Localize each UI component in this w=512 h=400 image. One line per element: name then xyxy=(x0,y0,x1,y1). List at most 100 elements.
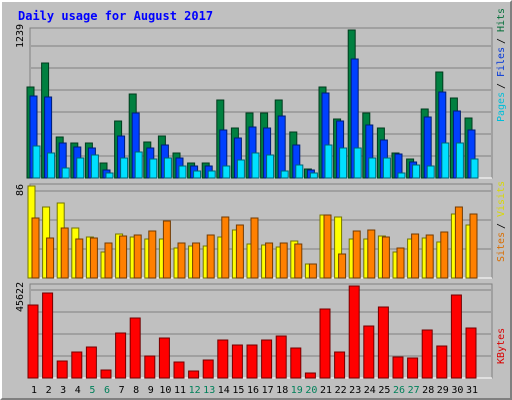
sites-bar-day-7 xyxy=(119,235,128,279)
kbytes-bar-day-29 xyxy=(436,345,448,379)
legend-visits: Visits xyxy=(496,181,507,217)
sites-bar-day-3 xyxy=(60,227,69,279)
legend-sites: Sites xyxy=(496,232,507,262)
day-label: 12 xyxy=(189,385,201,396)
pages-bar-day-9 xyxy=(149,158,158,179)
pages-bar-day-7 xyxy=(120,157,129,179)
panel3-legend: KBytes xyxy=(496,328,507,364)
kbytes-bar-day-10 xyxy=(158,337,170,379)
kbytes-bar-day-1 xyxy=(27,304,39,379)
day-label: 20 xyxy=(305,385,317,396)
sites-bar-day-8 xyxy=(133,234,142,279)
day-label: 19 xyxy=(291,385,303,396)
sites-bar-day-4 xyxy=(75,238,84,279)
pages-bar-day-17 xyxy=(266,154,275,179)
legend-separator: / xyxy=(496,38,507,44)
sites-bar-day-25 xyxy=(381,236,390,279)
pages-bar-day-18 xyxy=(280,170,289,179)
day-label: 17 xyxy=(262,385,274,396)
day-label: 18 xyxy=(276,385,288,396)
kbytes-bar-day-2 xyxy=(42,292,54,379)
panel2-legend: Sites / Visits xyxy=(496,181,507,262)
pages-bar-day-1 xyxy=(32,145,41,179)
kbytes-bar-day-19 xyxy=(290,347,302,379)
pages-bar-day-20 xyxy=(309,172,318,179)
legend-pages: Pages xyxy=(496,92,507,122)
kbytes-bar-day-7 xyxy=(115,332,127,379)
pages-bar-day-8 xyxy=(134,151,143,179)
pages-bar-day-13 xyxy=(207,170,216,179)
sites-bar-day-19 xyxy=(294,243,303,279)
day-label: 27 xyxy=(408,385,420,396)
pages-bar-day-15 xyxy=(236,159,245,179)
pages-bar-day-24 xyxy=(368,157,377,179)
sites-bar-day-27 xyxy=(411,233,420,279)
kbytes-bar-day-6 xyxy=(100,369,112,379)
sites-bar-day-1 xyxy=(31,217,40,279)
day-label: 6 xyxy=(104,385,110,396)
pages-bar-day-28 xyxy=(426,165,435,179)
pages-bar-day-4 xyxy=(76,157,85,179)
sites-bar-day-17 xyxy=(265,242,274,279)
kbytes-bar-day-27 xyxy=(407,357,419,379)
pages-bar-day-21 xyxy=(324,144,333,179)
day-label: 10 xyxy=(159,385,171,396)
day-label: 24 xyxy=(364,385,376,396)
sites-bar-day-30 xyxy=(454,206,463,279)
day-label: 26 xyxy=(393,385,405,396)
kbytes-bar-day-8 xyxy=(129,317,141,379)
pages-bar-day-30 xyxy=(455,142,464,179)
pages-bar-day-26 xyxy=(397,172,406,179)
day-label: 7 xyxy=(119,385,125,396)
sites-bar-day-22 xyxy=(338,253,347,279)
day-label: 30 xyxy=(451,385,463,396)
pages-bar-day-14 xyxy=(222,165,231,179)
sites-bar-day-2 xyxy=(46,237,55,279)
kbytes-bar-day-28 xyxy=(421,329,433,379)
panel2-ymax-label: 86 xyxy=(15,184,26,196)
pages-bar-day-27 xyxy=(412,164,421,179)
kbytes-bar-day-4 xyxy=(71,351,83,379)
kbytes-bar-day-26 xyxy=(392,356,404,379)
kbytes-bar-day-14 xyxy=(217,339,229,379)
kbytes-bar-day-9 xyxy=(144,355,156,379)
day-label: 1 xyxy=(31,385,37,396)
pages-bar-day-19 xyxy=(295,164,304,179)
kbytes-bar-day-18 xyxy=(275,335,287,379)
kbytes-bar-day-11 xyxy=(173,361,185,379)
kbytes-bar-day-22 xyxy=(334,351,346,379)
pages-bar-day-23 xyxy=(353,147,362,179)
pages-bar-day-22 xyxy=(339,147,348,179)
sites-bar-day-16 xyxy=(250,217,259,279)
sites-bar-day-6 xyxy=(104,242,113,279)
day-label: 9 xyxy=(148,385,154,396)
pages-bar-day-29 xyxy=(441,142,450,179)
day-label: 2 xyxy=(46,385,52,396)
kbytes-bar-day-12 xyxy=(188,370,200,379)
day-label: 11 xyxy=(174,385,186,396)
pages-bar-day-3 xyxy=(61,167,70,179)
kbytes-bar-day-13 xyxy=(202,359,214,379)
legend-separator: / xyxy=(496,223,507,229)
day-label: 21 xyxy=(320,385,332,396)
sites-bar-day-29 xyxy=(440,231,449,279)
panel3-ymax-label: 45622 xyxy=(15,282,26,312)
kbytes-bar-day-30 xyxy=(450,294,462,379)
pages-bar-day-6 xyxy=(105,172,114,179)
day-label: 23 xyxy=(349,385,361,396)
chart-title: Daily usage for August 2017 xyxy=(18,9,213,23)
legend-kbytes: KBytes xyxy=(496,328,507,364)
kbytes-bar-day-24 xyxy=(363,325,375,379)
day-label: 3 xyxy=(60,385,66,396)
sites-bar-day-14 xyxy=(221,216,230,279)
sites-bar-day-20 xyxy=(308,263,317,279)
sites-bar-day-9 xyxy=(148,230,157,279)
legend-separator: / xyxy=(496,83,507,89)
pages-bar-day-12 xyxy=(193,170,202,179)
sites-bar-day-10 xyxy=(162,220,171,279)
pages-bar-day-31 xyxy=(470,158,479,179)
files-bar-day-18 xyxy=(277,115,286,179)
kbytes-bar-day-31 xyxy=(465,327,477,379)
sites-bar-day-21 xyxy=(323,214,332,279)
